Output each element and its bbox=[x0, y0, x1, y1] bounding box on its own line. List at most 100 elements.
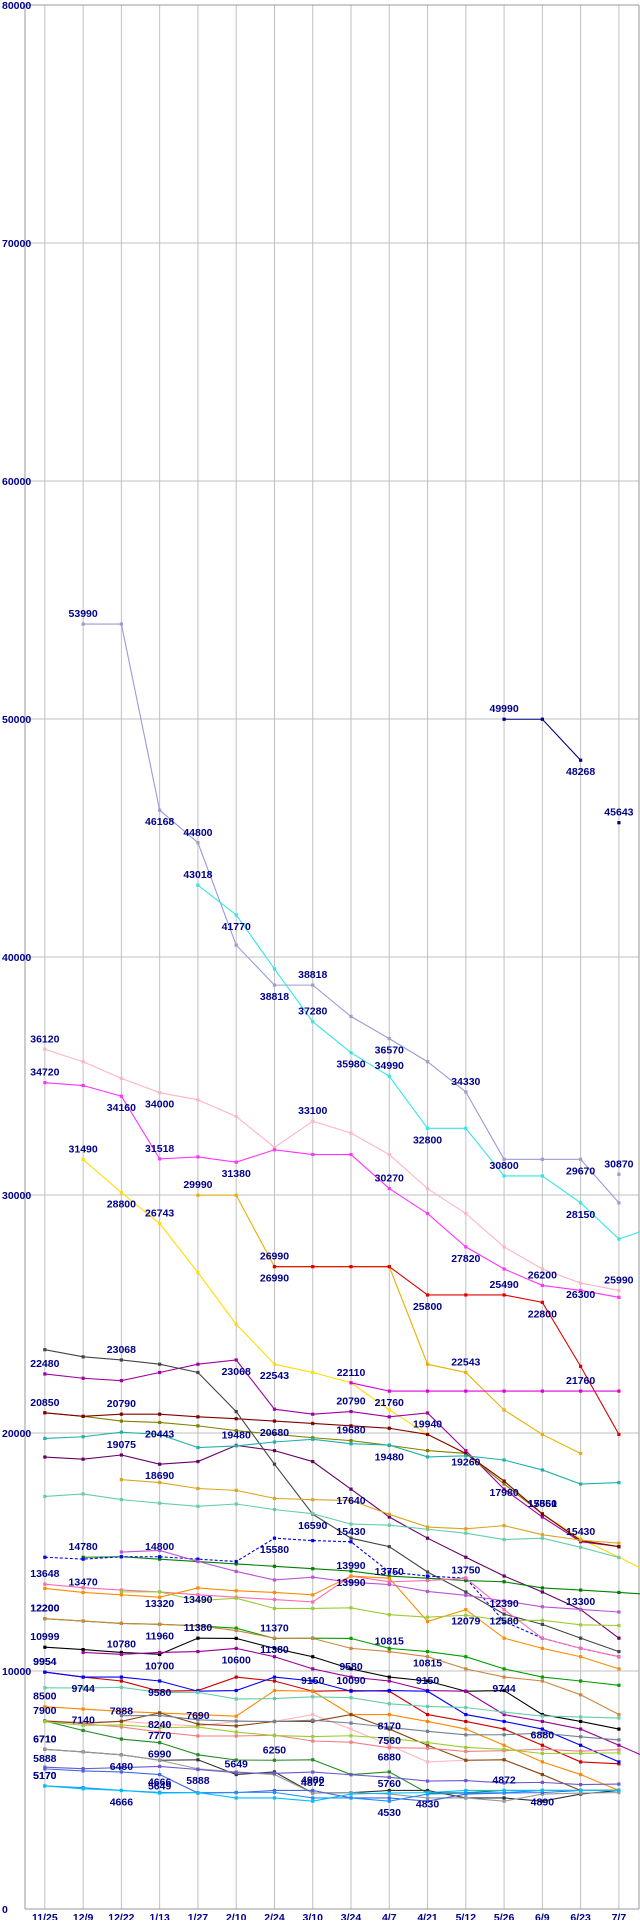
svg-text:22543: 22543 bbox=[260, 1370, 289, 1382]
svg-text:37280: 37280 bbox=[298, 1006, 327, 1018]
svg-text:12/22: 12/22 bbox=[108, 1912, 134, 1920]
svg-text:15430: 15430 bbox=[566, 1526, 595, 1538]
svg-text:41770: 41770 bbox=[222, 921, 251, 933]
svg-text:21760: 21760 bbox=[566, 1375, 595, 1387]
svg-text:25490: 25490 bbox=[489, 1279, 518, 1291]
svg-text:13990: 13990 bbox=[336, 1560, 365, 1572]
svg-text:36120: 36120 bbox=[30, 1033, 59, 1045]
svg-text:46168: 46168 bbox=[145, 816, 174, 828]
svg-text:6710: 6710 bbox=[33, 1733, 57, 1745]
svg-text:36570: 36570 bbox=[375, 1045, 404, 1057]
svg-text:4530: 4530 bbox=[378, 1807, 402, 1819]
svg-text:12390: 12390 bbox=[489, 1598, 518, 1610]
svg-text:38818: 38818 bbox=[298, 969, 327, 981]
svg-text:5888: 5888 bbox=[33, 1753, 57, 1765]
svg-text:23068: 23068 bbox=[222, 1366, 251, 1378]
svg-text:9580: 9580 bbox=[339, 1661, 363, 1673]
svg-text:6250: 6250 bbox=[263, 1744, 287, 1756]
svg-text:7560: 7560 bbox=[378, 1735, 402, 1747]
svg-text:12079: 12079 bbox=[451, 1616, 480, 1628]
svg-text:11380: 11380 bbox=[184, 1622, 213, 1634]
svg-text:7888: 7888 bbox=[110, 1705, 134, 1717]
svg-text:30870: 30870 bbox=[604, 1158, 633, 1170]
svg-text:0: 0 bbox=[2, 1904, 8, 1916]
svg-text:4666: 4666 bbox=[148, 1776, 172, 1788]
svg-text:4/7: 4/7 bbox=[382, 1912, 397, 1920]
svg-text:14780: 14780 bbox=[69, 1541, 98, 1553]
svg-text:35980: 35980 bbox=[336, 1059, 365, 1071]
svg-text:22480: 22480 bbox=[30, 1358, 59, 1370]
svg-text:28800: 28800 bbox=[107, 1199, 136, 1211]
svg-text:10700: 10700 bbox=[145, 1660, 174, 1672]
svg-text:11370: 11370 bbox=[260, 1622, 289, 1634]
svg-text:13990: 13990 bbox=[336, 1577, 365, 1589]
svg-text:23068: 23068 bbox=[107, 1344, 136, 1356]
svg-text:13470: 13470 bbox=[69, 1576, 98, 1588]
svg-text:10600: 10600 bbox=[222, 1654, 251, 1666]
svg-text:17640: 17640 bbox=[336, 1495, 365, 1507]
svg-text:31380: 31380 bbox=[222, 1168, 251, 1180]
svg-text:13750: 13750 bbox=[375, 1566, 404, 1578]
svg-text:32800: 32800 bbox=[413, 1134, 442, 1146]
svg-text:4/21: 4/21 bbox=[417, 1912, 438, 1920]
svg-text:12200: 12200 bbox=[30, 1603, 59, 1615]
svg-text:26990: 26990 bbox=[260, 1251, 289, 1263]
svg-text:3/24: 3/24 bbox=[341, 1912, 362, 1920]
svg-text:26743: 26743 bbox=[145, 1208, 174, 1220]
svg-text:30000: 30000 bbox=[2, 1190, 31, 1202]
svg-text:26200: 26200 bbox=[528, 1269, 557, 1281]
svg-text:22110: 22110 bbox=[337, 1367, 366, 1379]
svg-text:2/10: 2/10 bbox=[226, 1912, 247, 1920]
svg-text:6480: 6480 bbox=[110, 1761, 134, 1773]
svg-text:9150: 9150 bbox=[416, 1675, 440, 1687]
svg-text:11/25: 11/25 bbox=[32, 1912, 58, 1920]
svg-text:19680: 19680 bbox=[336, 1425, 365, 1437]
svg-text:5/26: 5/26 bbox=[494, 1912, 515, 1920]
svg-text:11380: 11380 bbox=[260, 1644, 289, 1656]
svg-text:40000: 40000 bbox=[2, 952, 31, 964]
svg-text:1/27: 1/27 bbox=[188, 1912, 209, 1920]
svg-text:19480: 19480 bbox=[375, 1451, 404, 1463]
svg-text:19260: 19260 bbox=[451, 1457, 480, 1469]
svg-text:31490: 31490 bbox=[69, 1144, 98, 1156]
svg-text:1/13: 1/13 bbox=[149, 1912, 170, 1920]
svg-text:9744: 9744 bbox=[492, 1683, 516, 1695]
svg-text:9954: 9954 bbox=[33, 1656, 57, 1668]
svg-text:44800: 44800 bbox=[183, 827, 212, 839]
svg-text:26300: 26300 bbox=[566, 1289, 595, 1301]
svg-text:33100: 33100 bbox=[298, 1105, 327, 1117]
svg-text:19075: 19075 bbox=[107, 1439, 136, 1451]
svg-text:8170: 8170 bbox=[378, 1721, 402, 1733]
svg-text:16590: 16590 bbox=[298, 1520, 327, 1532]
svg-text:22800: 22800 bbox=[528, 1308, 557, 1320]
svg-text:5/12: 5/12 bbox=[456, 1912, 477, 1920]
svg-text:8500: 8500 bbox=[33, 1691, 57, 1703]
svg-text:4666: 4666 bbox=[110, 1796, 134, 1808]
svg-text:10999: 10999 bbox=[30, 1631, 59, 1643]
svg-text:7140: 7140 bbox=[71, 1715, 95, 1727]
svg-text:21760: 21760 bbox=[375, 1397, 404, 1409]
svg-text:30800: 30800 bbox=[489, 1160, 518, 1172]
svg-text:6/9: 6/9 bbox=[535, 1912, 550, 1920]
svg-text:15430: 15430 bbox=[336, 1526, 365, 1538]
svg-text:45643: 45643 bbox=[604, 807, 633, 819]
svg-text:26990: 26990 bbox=[260, 1273, 289, 1285]
svg-text:10000: 10000 bbox=[2, 1666, 31, 1678]
svg-text:60000: 60000 bbox=[2, 476, 31, 488]
svg-text:34330: 34330 bbox=[451, 1076, 480, 1088]
svg-text:12/9: 12/9 bbox=[73, 1912, 94, 1920]
svg-text:4980: 4980 bbox=[301, 1774, 325, 1786]
svg-text:9150: 9150 bbox=[301, 1675, 325, 1687]
svg-text:20443: 20443 bbox=[145, 1428, 174, 1440]
svg-text:20790: 20790 bbox=[336, 1396, 365, 1408]
svg-text:34990: 34990 bbox=[375, 1060, 404, 1072]
svg-text:7690: 7690 bbox=[186, 1710, 210, 1722]
svg-text:34000: 34000 bbox=[145, 1099, 174, 1111]
svg-text:20850: 20850 bbox=[30, 1397, 59, 1409]
svg-text:9744: 9744 bbox=[71, 1683, 95, 1695]
svg-text:13750: 13750 bbox=[451, 1565, 480, 1577]
svg-text:6880: 6880 bbox=[378, 1751, 402, 1763]
svg-text:4830: 4830 bbox=[416, 1799, 440, 1811]
svg-text:19940: 19940 bbox=[413, 1418, 442, 1430]
svg-text:5760: 5760 bbox=[378, 1778, 402, 1790]
